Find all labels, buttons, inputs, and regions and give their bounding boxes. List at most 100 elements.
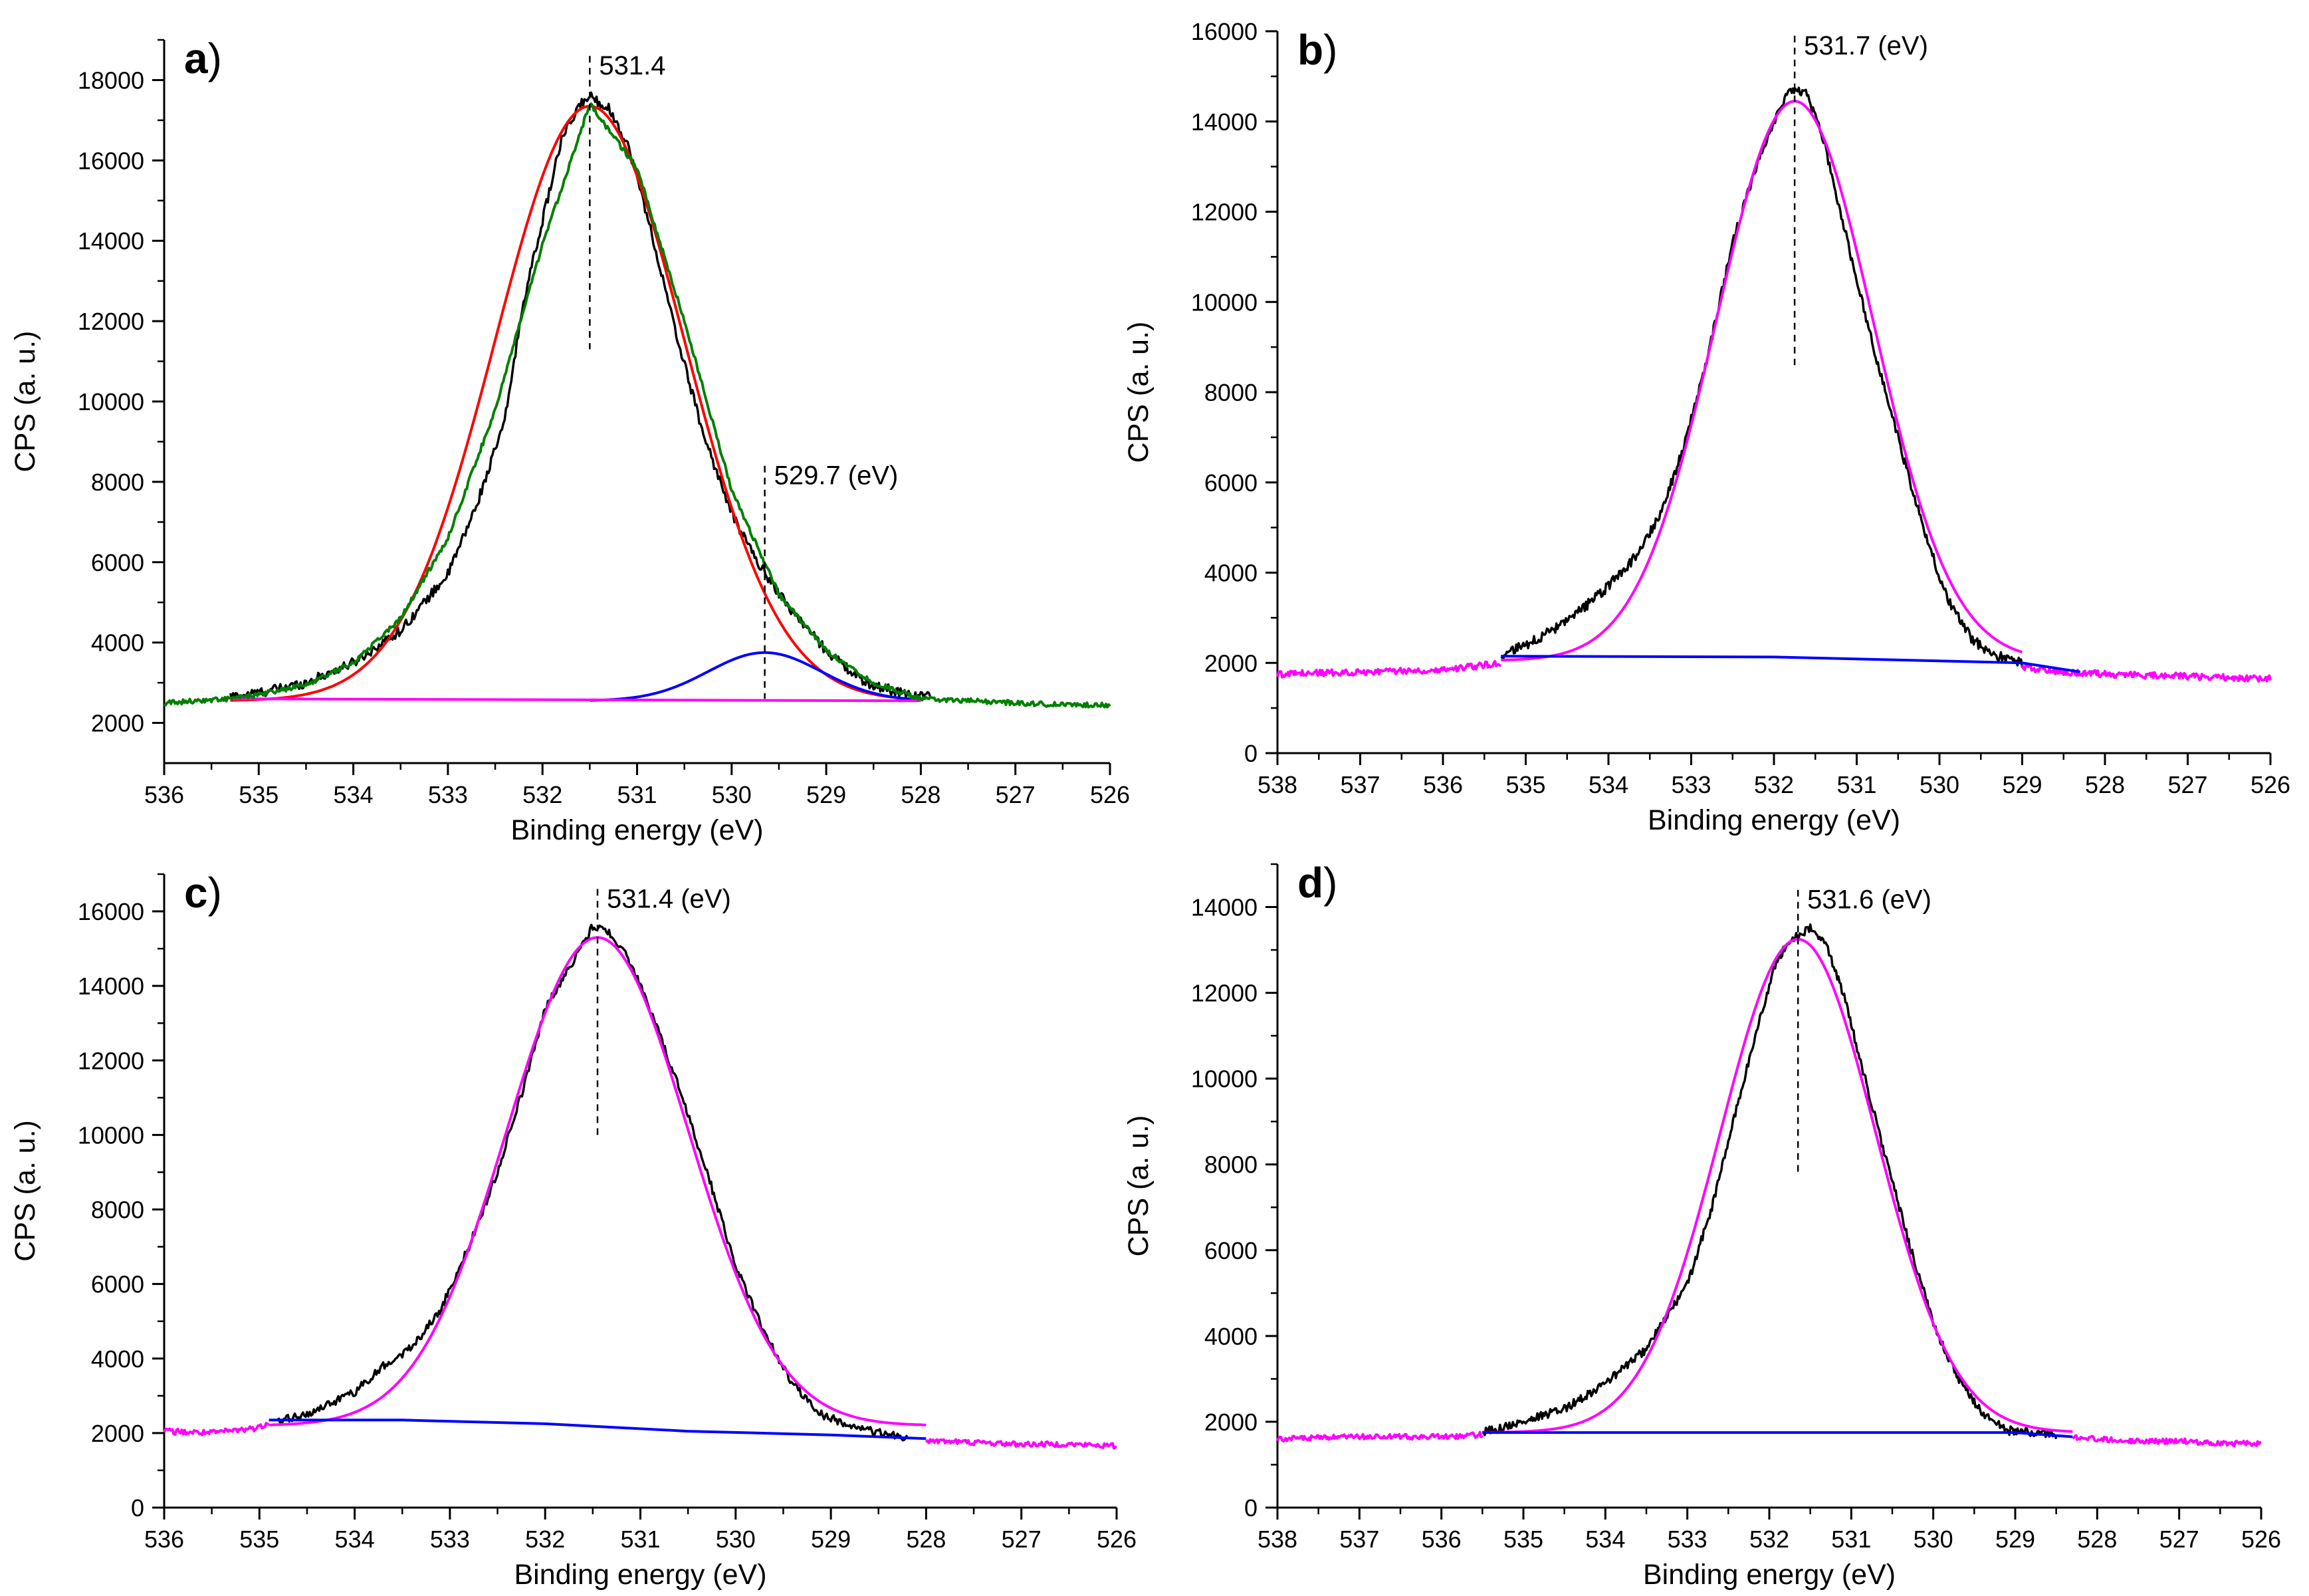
x-tick-label: 526	[2251, 771, 2290, 798]
peak-annotation: 531.4 (eV)	[607, 884, 731, 913]
y-tick-label: 8000	[91, 1197, 144, 1224]
x-tick-label: 526	[1090, 781, 1130, 808]
chart-panel-c: 536 535 534 533 532 531 530 529 528 527 526 0 2000 40…	[9, 869, 1137, 1591]
x-tick-label: 536	[1422, 1526, 1462, 1553]
y-tick-label: 12000	[1191, 980, 1258, 1007]
x-tick-label: 533	[430, 1526, 470, 1553]
x-tick-label: 534	[1589, 771, 1628, 798]
y-tick-label: 6000	[91, 1271, 144, 1298]
x-tick-label: 528	[901, 781, 940, 808]
series-raw	[1500, 86, 2024, 668]
panel-label: c)	[184, 869, 222, 917]
x-tick-label: 534	[334, 781, 374, 808]
series-raw	[229, 91, 932, 701]
series-raw	[277, 923, 909, 1442]
peak-annotation: 531.7 (eV)	[1804, 31, 1928, 60]
chart-panel-d: 538 537 536 535 534 533 532 531 530 529 528 527 526 0…	[1123, 859, 2281, 1591]
peak-annotation: 531.6 (eV)	[1807, 885, 1931, 915]
series-baseline-noise-right	[2021, 663, 2272, 683]
y-tick-label: 10000	[78, 388, 144, 415]
x-tick-label: 529	[811, 1526, 851, 1553]
x-tick-label: 531	[1831, 1526, 1871, 1553]
x-tick-label: 526	[2241, 1526, 2281, 1553]
y-axis-title: CPS (a. u.)	[9, 1120, 41, 1262]
y-tick-label: 14000	[78, 227, 144, 255]
x-tick-label: 535	[1503, 1526, 1543, 1553]
x-tick-label: 529	[1995, 1526, 2035, 1553]
y-tick-label: 8000	[1204, 1151, 1258, 1179]
y-tick-label: 2000	[91, 1420, 144, 1447]
y-tick-label: 6000	[91, 549, 144, 576]
x-tick-label: 536	[144, 781, 184, 808]
x-tick-label: 532	[522, 781, 562, 808]
series-fit	[1482, 937, 2073, 1434]
x-tick-label: 527	[1002, 1526, 1042, 1553]
panel-label: d)	[1297, 859, 1337, 907]
y-tick-label: 2000	[1204, 1409, 1258, 1436]
chart-panel-b: 538 537 536 535 534 533 532 531 530 529 528 527 526 0…	[1123, 18, 2290, 836]
peak-annotation: 531.4	[599, 51, 665, 80]
chart-panel-a: 536 535 534 533 532 531 530 529 528 527 526 2000 400…	[9, 35, 1130, 846]
y-tick-label: 8000	[91, 469, 144, 496]
x-tick-label: 537	[1339, 1526, 1379, 1553]
series-peak-529.7	[590, 651, 921, 702]
series-baseline-noise-right	[2072, 1434, 2262, 1447]
x-tick-label: 530	[716, 1526, 756, 1553]
y-axis-title: CPS (a. u.)	[9, 331, 41, 473]
y-axis-title: CPS (a. u.)	[1123, 1115, 1154, 1257]
x-tick-label: 530	[712, 781, 752, 808]
y-tick-label: 14000	[1191, 894, 1258, 921]
y-tick-label: 4000	[91, 1345, 144, 1373]
x-tick-label: 528	[906, 1526, 946, 1553]
y-tick-label: 6000	[1204, 1237, 1258, 1264]
y-tick-label: 4000	[1204, 1323, 1258, 1350]
series-peak-531.4	[230, 104, 921, 702]
x-tick-label: 532	[1749, 1526, 1789, 1553]
y-tick-label: 0	[131, 1494, 144, 1522]
x-tick-label: 535	[239, 781, 278, 808]
x-tick-label: 529	[2002, 771, 2042, 798]
x-tick-label: 534	[335, 1526, 375, 1553]
y-tick-label: 16000	[78, 147, 144, 174]
y-tick-label: 4000	[91, 629, 144, 657]
series-fit	[1501, 100, 2023, 662]
y-tick-label: 0	[1244, 740, 1258, 767]
x-axis-title: Binding energy (eV)	[1643, 1559, 1896, 1591]
y-tick-label: 10000	[1191, 1066, 1258, 1093]
series-baseline-noise-right	[925, 1438, 1117, 1450]
x-tick-label: 527	[2167, 771, 2207, 798]
x-tick-label: 532	[1754, 771, 1794, 798]
series-background	[230, 697, 921, 703]
x-tick-label: 526	[1097, 1526, 1137, 1553]
x-tick-label: 535	[239, 1526, 279, 1553]
x-tick-label: 538	[1258, 771, 1297, 798]
y-tick-label: 14000	[1191, 108, 1258, 136]
x-tick-label: 530	[1914, 1526, 1953, 1553]
series-background	[1501, 655, 2081, 673]
series-background	[1482, 1431, 2073, 1438]
x-tick-label: 536	[1423, 771, 1463, 798]
y-tick-label: 0	[1244, 1494, 1258, 1522]
peak-annotation: 529.7 (eV)	[774, 461, 899, 491]
panel-label: b)	[1297, 26, 1337, 74]
series-background	[269, 1419, 927, 1440]
y-tick-label: 16000	[1191, 18, 1258, 45]
x-tick-label: 527	[2159, 1526, 2199, 1553]
series-baseline-noise	[163, 1422, 270, 1436]
y-tick-label: 2000	[1204, 649, 1258, 677]
x-tick-label: 533	[428, 781, 468, 808]
x-tick-label: 533	[1668, 1526, 1707, 1553]
x-tick-label: 531	[1836, 771, 1876, 798]
x-axis-title: Binding energy (eV)	[1648, 804, 1900, 836]
x-tick-label: 536	[144, 1526, 184, 1553]
x-tick-label: 528	[2077, 1526, 2117, 1553]
x-tick-label: 529	[806, 781, 846, 808]
x-tick-label: 527	[996, 781, 1036, 808]
x-tick-label: 537	[1340, 771, 1380, 798]
series-raw	[1482, 923, 2058, 1440]
y-tick-label: 2000	[91, 710, 144, 737]
x-tick-label: 531	[620, 1526, 660, 1553]
y-tick-label: 18000	[78, 66, 144, 94]
x-tick-label: 532	[525, 1526, 565, 1553]
